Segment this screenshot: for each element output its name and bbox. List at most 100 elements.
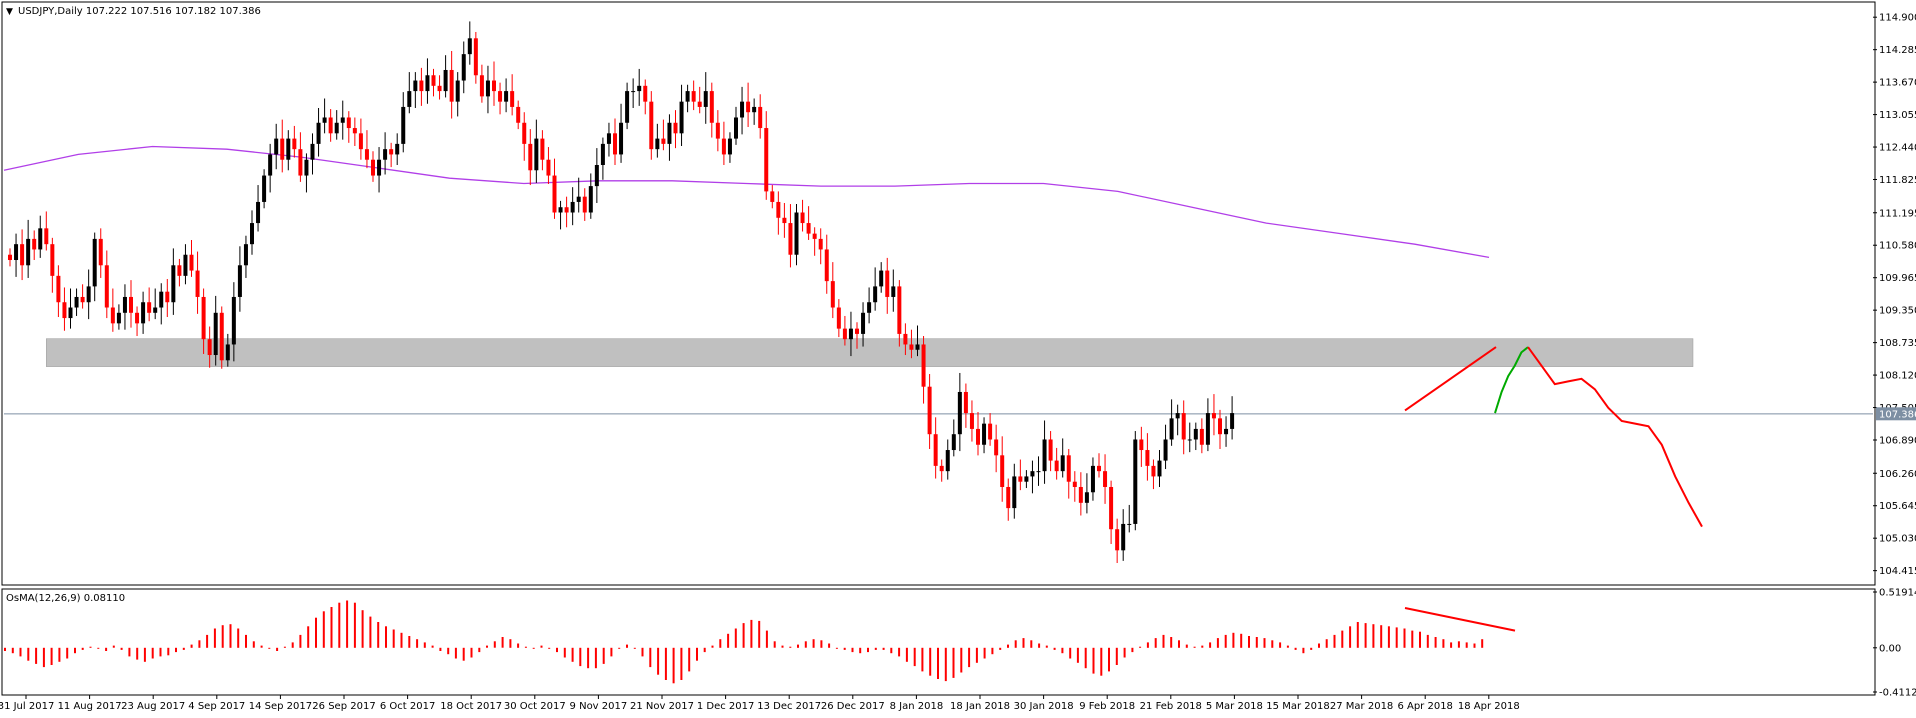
candle-body: [564, 207, 569, 213]
candle-body: [1115, 529, 1120, 551]
y-tick-label: 109.350: [1879, 306, 1916, 317]
candle-body: [141, 302, 146, 324]
osma-bar: [190, 644, 193, 648]
candle-body: [746, 101, 751, 113]
y-tick-label: 108.120: [1879, 371, 1916, 382]
candle-body: [758, 106, 763, 129]
candle-body: [806, 223, 811, 234]
candle-body: [855, 328, 859, 334]
osma-bar: [1053, 647, 1056, 650]
osma-bar: [136, 647, 139, 660]
osma-bar: [952, 647, 955, 678]
candle-body: [310, 143, 315, 160]
osma-bar: [252, 641, 255, 648]
candle-body: [867, 302, 872, 313]
candle-body: [969, 413, 974, 429]
candle-body: [764, 128, 769, 192]
osma-bar: [1084, 647, 1087, 669]
y-tick-label: 109.965: [1879, 273, 1916, 284]
osma-bar: [1263, 638, 1266, 648]
candle-body: [1181, 413, 1186, 440]
candle-body: [352, 128, 357, 134]
menu-triangle-icon[interactable]: ▼: [6, 7, 13, 17]
candle-body: [280, 138, 285, 160]
osma-bar: [1061, 647, 1064, 654]
candle-body: [631, 91, 636, 93]
candle-body: [1157, 460, 1162, 477]
candle-body: [62, 302, 67, 319]
osma-bar: [1356, 622, 1359, 648]
osma-bar: [1380, 625, 1383, 648]
osma-bar: [112, 645, 115, 648]
candle-body: [721, 138, 726, 155]
candle-body: [1230, 413, 1235, 429]
candle-body: [346, 117, 351, 129]
osma-bar: [750, 619, 753, 648]
osma-bar: [315, 617, 317, 648]
osma-bar: [1154, 638, 1157, 648]
osma-bar: [626, 644, 628, 648]
osma-bar: [867, 647, 869, 653]
osma-bar: [734, 628, 737, 648]
candle-body: [201, 296, 206, 340]
candle-body: [8, 254, 12, 261]
x-tick-label: 30 Oct 2017: [504, 701, 566, 712]
osma-bar: [991, 647, 994, 655]
candle-body: [1218, 418, 1222, 435]
osma-y-tick-label: 0.51914: [1879, 587, 1916, 598]
osma-bar: [299, 634, 302, 648]
osma-bar: [804, 641, 807, 648]
osma-bar: [42, 647, 45, 668]
osma-bar: [338, 602, 341, 648]
osma-bar: [1022, 638, 1025, 648]
candle-body: [897, 286, 902, 334]
candle-body: [848, 328, 853, 340]
osma-bar: [1045, 645, 1048, 648]
osma-bar: [1271, 640, 1274, 648]
osma-bar: [377, 622, 380, 648]
osma-bar: [1100, 647, 1103, 676]
candle-body: [104, 265, 109, 308]
osma-bar: [1162, 634, 1165, 648]
x-tick-label: 18 Oct 2017: [440, 701, 502, 712]
osma-bar: [594, 647, 597, 669]
candle-body: [1036, 471, 1041, 473]
y-tick-label: 110.580: [1879, 241, 1916, 252]
osma-bar: [1481, 639, 1484, 648]
osma-bar: [680, 647, 683, 680]
osma-bar: [1279, 642, 1282, 648]
candle-body: [891, 286, 896, 297]
candle-body: [685, 91, 690, 102]
x-tick-label: 23 Aug 2017: [121, 701, 185, 712]
candle-body: [44, 228, 49, 245]
candle-body: [328, 117, 333, 134]
osma-bar: [859, 647, 862, 654]
x-tick-label: 6 Apr 2018: [1397, 701, 1452, 712]
candle-body: [153, 307, 158, 313]
candle-body: [219, 312, 224, 361]
x-tick-label: 13 Dec 2017: [757, 701, 821, 712]
osma-bar: [797, 644, 799, 648]
candle-body: [1078, 486, 1083, 503]
x-tick-label: 26 Sep 2017: [312, 701, 375, 712]
candle-body: [976, 428, 980, 445]
osma-bar: [765, 630, 768, 648]
osma-bar: [1387, 626, 1390, 648]
x-tick-label: 14 Sep 2017: [249, 701, 312, 712]
osma-bar: [563, 647, 566, 658]
osma-bar: [1232, 632, 1235, 648]
x-tick-label: 1 Dec 2017: [697, 701, 755, 712]
osma-bar: [742, 623, 745, 648]
candle-body: [927, 386, 932, 435]
x-tick-label: 21 Nov 2017: [630, 701, 694, 712]
x-tick-label: 27 Mar 2018: [1330, 701, 1393, 712]
osma-bar: [641, 647, 644, 657]
osma-histogram: [4, 600, 1516, 684]
candle-body: [697, 101, 702, 107]
candle-body: [915, 344, 920, 350]
candle-body: [1151, 465, 1156, 477]
x-tick-label: 4 Sep 2017: [188, 701, 245, 712]
osma-bar: [610, 647, 613, 657]
candle-body: [14, 244, 19, 261]
